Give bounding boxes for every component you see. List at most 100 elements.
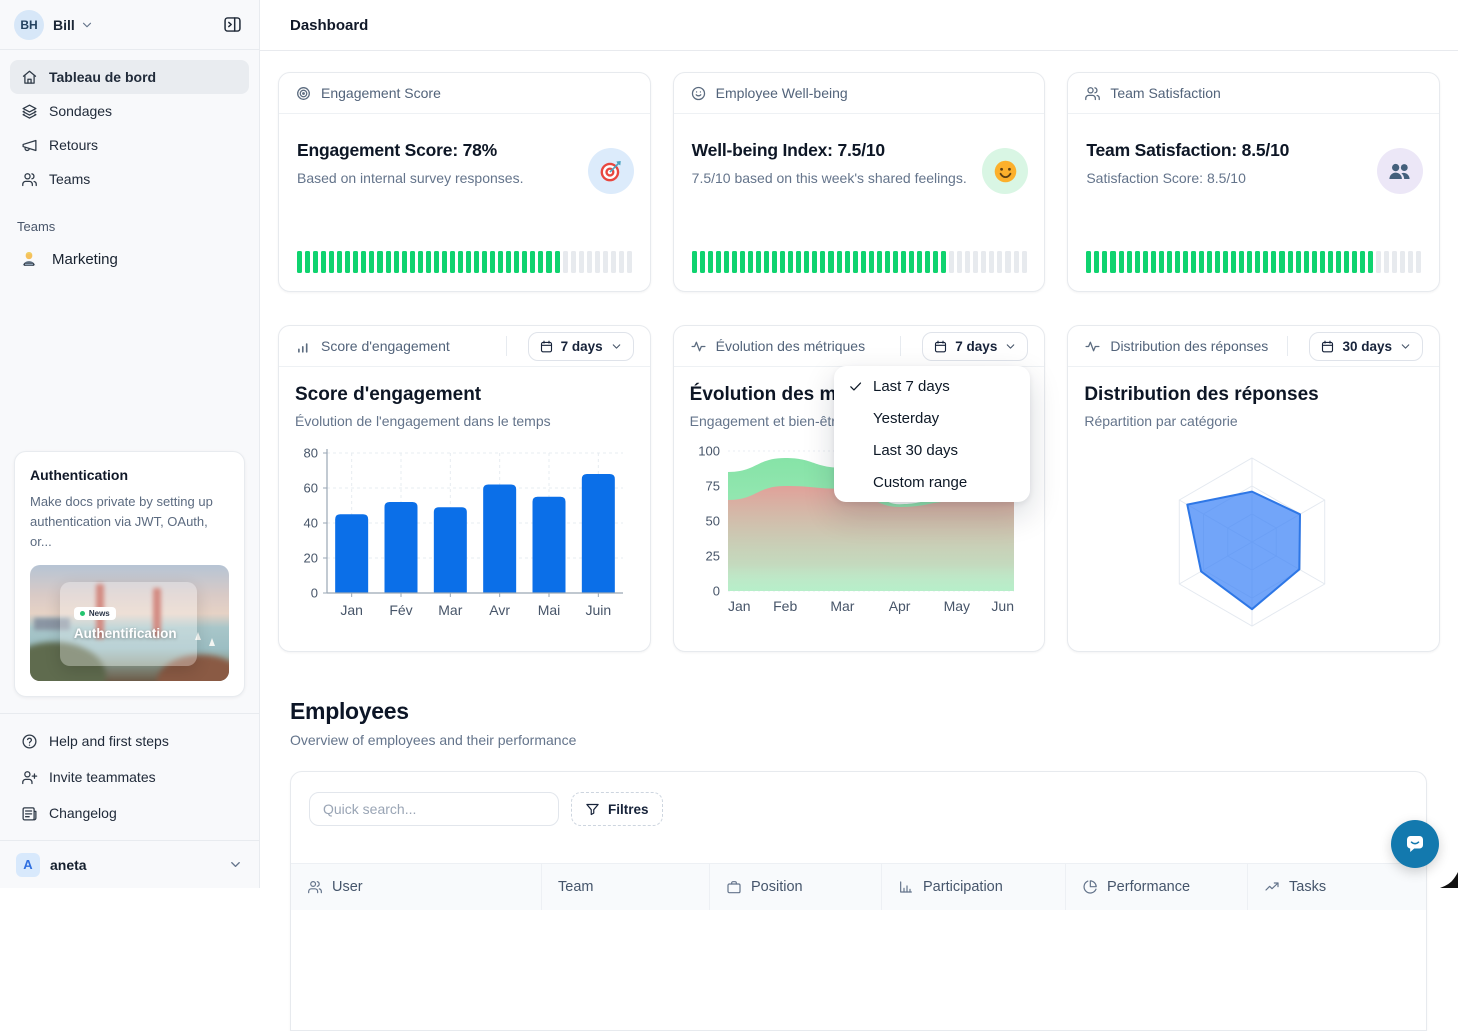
sidebar-item-invite-teammates[interactable]: Invite teammates <box>10 759 249 795</box>
stat-title: Team Satisfaction: 8.5/10 <box>1086 140 1290 160</box>
svg-text:75: 75 <box>705 479 719 494</box>
filters-button[interactable]: Filtres <box>571 792 663 826</box>
sidebar-item-tableau-de-bord[interactable]: Tableau de bord <box>10 60 249 94</box>
workspace-name: aneta <box>50 856 87 873</box>
progress-segment <box>1327 251 1333 273</box>
progress-segment <box>1311 251 1317 273</box>
progress-segment <box>1223 251 1229 273</box>
users-icon <box>1084 85 1101 102</box>
sidebar-item-changelog[interactable]: Changelog <box>10 795 249 831</box>
progress-segment <box>1094 251 1100 273</box>
sidebar-item-help-and-first-steps[interactable]: Help and first steps <box>10 723 249 759</box>
progress-segment <box>707 251 713 273</box>
progress-segment <box>949 251 955 273</box>
stat-card-team-satisfaction: Team Satisfaction Team Satisfaction: 8.5… <box>1067 72 1440 292</box>
employees-subtitle: Overview of employees and their performa… <box>290 732 577 748</box>
stat-card-header: Employee Well-being <box>673 73 1045 114</box>
menu-item-yesterday[interactable]: Yesterday <box>873 409 940 427</box>
progress-segment <box>297 251 303 273</box>
sidebar-collapse-button[interactable] <box>220 12 245 37</box>
progress-segment <box>490 251 496 273</box>
progress-segment <box>691 251 697 273</box>
column-header-position[interactable]: Position <box>709 864 881 910</box>
table-header-row: User Team Position Participation Perform… <box>291 863 1426 910</box>
time-range-button[interactable]: 30 days <box>1309 331 1423 361</box>
sidebar-team-marketing[interactable]: Marketing <box>10 241 249 277</box>
calendar-icon <box>539 339 554 354</box>
svg-text:May: May <box>943 598 969 614</box>
help-icon <box>21 733 38 750</box>
search-input[interactable] <box>309 792 559 826</box>
progress-segment <box>747 251 754 273</box>
progress-segment <box>1102 251 1108 273</box>
chevron-down-icon <box>1399 340 1412 353</box>
sidebar-item-teams[interactable]: Teams <box>10 162 249 196</box>
activity-icon <box>690 338 707 355</box>
sidebar-item-sondages[interactable]: Sondages <box>10 94 249 128</box>
busts-emoji <box>1376 148 1423 194</box>
pie-icon <box>1082 879 1098 895</box>
column-header-performance[interactable]: Performance <box>1065 864 1247 910</box>
progress-segment <box>482 251 488 273</box>
time-range-menu: Last 7 days Yesterday Last 30 days Custo… <box>834 366 1030 502</box>
promo-card[interactable]: Authentication Make docs private by sett… <box>14 450 245 697</box>
progress-segment <box>997 251 1003 273</box>
workspace-switcher[interactable]: A aneta <box>0 840 259 888</box>
menu-item-custom-range[interactable]: Custom range <box>873 473 968 491</box>
column-header-participation[interactable]: Participation <box>881 864 1065 910</box>
layers-icon <box>21 103 38 120</box>
stat-card-header: Team Satisfaction <box>1068 73 1439 114</box>
progress-segment <box>1207 251 1213 273</box>
progress-segment <box>377 251 383 273</box>
progress-segment <box>828 251 834 273</box>
user-menu[interactable]: Bill <box>53 17 94 33</box>
divider <box>1287 336 1289 356</box>
chart-plot: 0 25 50 75 100 Jan Feb Mar Apr May Jun <box>690 441 1029 629</box>
progress-segment <box>1295 251 1301 273</box>
users-icon <box>21 171 38 188</box>
sidebar-footer: Help and first steps Invite teammates Ch… <box>0 713 259 840</box>
progress-segment <box>860 251 866 273</box>
employees-toolbar: Filtres <box>291 772 1426 826</box>
user-avatar[interactable]: BH <box>14 9 44 40</box>
topbar: Dashboard <box>260 0 1458 51</box>
chat-widget-button[interactable] <box>1391 820 1439 868</box>
sidebar-item-retours[interactable]: Retours <box>10 128 249 162</box>
column-header-team[interactable]: Team <box>541 864 709 910</box>
stat-card-engagement-score: Engagement Score Engagement Score: 78% B… <box>278 72 651 292</box>
svg-text:25: 25 <box>705 549 719 564</box>
svg-text:Apr: Apr <box>888 598 910 614</box>
chevron-down-icon <box>228 857 243 872</box>
workspace-avatar: A <box>16 852 40 877</box>
progress-segment <box>868 251 874 273</box>
time-range-button[interactable]: 7 days <box>922 331 1029 361</box>
user-name: Bill <box>53 16 75 33</box>
svg-text:Mar: Mar <box>830 598 854 614</box>
progress-segment <box>618 251 624 273</box>
smile-emoji <box>982 148 1029 194</box>
svg-text:Juin: Juin <box>585 602 611 618</box>
check-icon <box>848 379 864 394</box>
progress-segment <box>844 251 850 273</box>
progress-segment <box>602 251 608 273</box>
promo-image-overlay: News Authentification <box>59 582 198 666</box>
trend-icon <box>1264 879 1280 895</box>
stat-card-header-label: Engagement Score <box>321 85 441 101</box>
menu-item-last-30-days[interactable]: Last 30 days <box>873 441 959 459</box>
users-icon <box>307 879 323 895</box>
column-header-tasks[interactable]: Tasks <box>1247 864 1426 910</box>
progress-segment <box>973 251 979 273</box>
progress-segment <box>1319 251 1325 273</box>
progress-segment <box>981 251 987 273</box>
column-header-user[interactable]: User <box>291 864 541 910</box>
progress-segment <box>522 251 528 273</box>
progress-segment <box>369 251 375 273</box>
progress-segment <box>361 251 367 273</box>
sidebar-teams: Marketing <box>0 239 259 279</box>
chart-card-header-label: Évolution des métriques <box>715 338 866 354</box>
time-range-button[interactable]: 7 days <box>527 331 634 361</box>
progress-segment <box>884 251 890 273</box>
stat-card-header-label: Employee Well-being <box>715 85 848 101</box>
menu-item-last-7-days[interactable]: Last 7 days <box>834 370 1030 402</box>
